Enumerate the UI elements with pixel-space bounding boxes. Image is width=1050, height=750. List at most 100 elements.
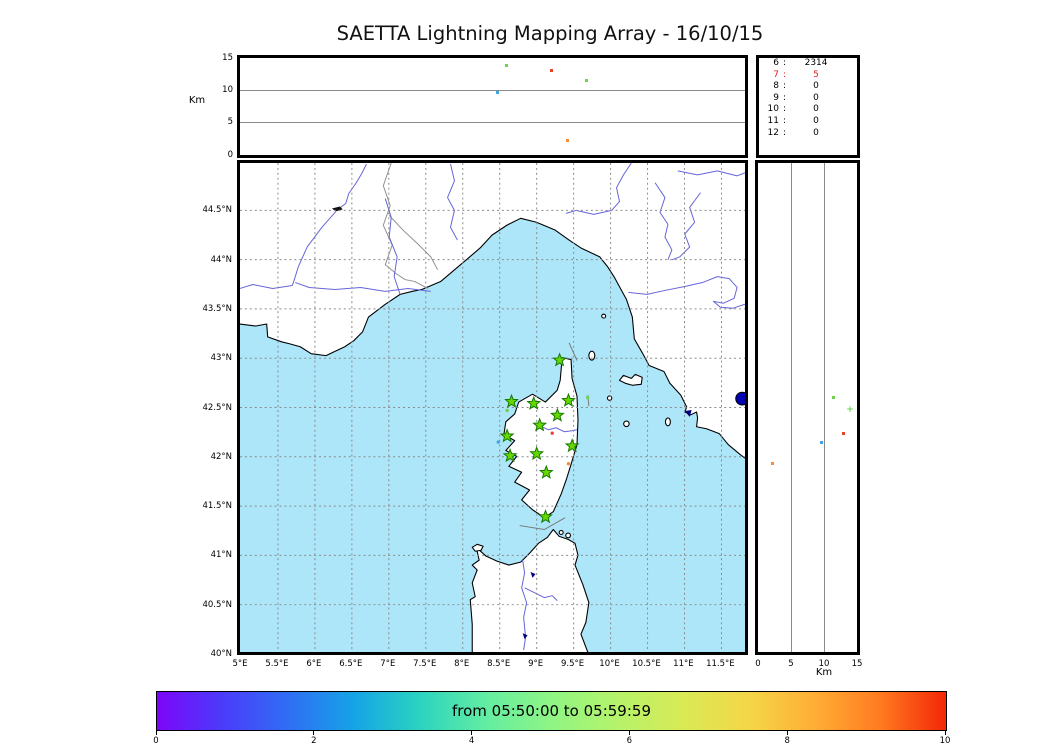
count-value: 0 [813,115,819,126]
capraia-island [588,350,596,361]
count-row: 12: 0 [759,128,857,140]
station-star-marker [499,428,515,443]
latitude-tick-label: 43.5°N [202,303,232,314]
pianosa-island [606,395,613,401]
count-value: 0 [813,127,819,138]
latitude-tick-label: 42°N [210,451,232,462]
colorbar-tick-label: 0 [153,736,159,746]
colorbar-tick-label: 4 [468,736,475,746]
colorbar-tick-label: 8 [784,736,790,746]
km-label-right-axis: Km [815,667,833,678]
page-title: SAETTA Lightning Mapping Array - 16/10/1… [336,22,764,45]
count-level: 10 [767,104,779,115]
count-separator: : [783,58,787,68]
count-row: 6: 2314 [759,58,857,70]
longitude-tick-label: 9.5°E [560,659,585,669]
longitude-tick-label: 9°E [528,659,544,669]
source-point-lon-alt [585,79,589,83]
count-level: 9 [773,92,779,103]
grid-layer [240,163,745,652]
station-star-marker [504,393,519,408]
time-range-label: from 05:50:00 to 05:59:59 [451,702,651,720]
maddalena-island [558,529,564,535]
longitude-tick-label: 8°E [454,659,470,669]
station-star-marker [526,395,542,410]
count-row: 10: 0 [759,104,857,116]
count-row: 7: 5 [759,70,857,82]
source-point-alt-lat [819,440,823,444]
source-point-map [566,462,571,466]
latitude-tick-label: 41.5°N [202,501,232,512]
colorbar-tick-label: 6 [626,736,633,746]
longitude-tick-label: 6°E [306,659,322,669]
station-star-marker [538,509,553,524]
altitude-gridline-vertical [790,163,792,652]
source-point-map [496,440,500,444]
longitude-tick-label: 7°E [380,659,396,669]
latitude-tick-label: 44°N [210,254,232,265]
colorbar-tick-label: 10 [939,736,951,746]
colorbar-tick [786,731,788,735]
asinara-island [471,543,484,552]
source-point-lon-alt [549,69,553,73]
altitude-tick-label: 0 [227,149,233,160]
longitude-tick-label: 7.5°E [413,659,437,669]
right-panel-km-tick-label: 5 [788,659,794,669]
longitude-tick-label: 8.5°E [487,659,511,669]
mainland-coast [240,163,745,459]
count-value: 5 [813,69,819,80]
source-point-lon-alt [504,63,508,67]
maddalena-island-2 [565,532,572,539]
source-point-lon-alt [566,139,570,143]
longitude-tick-label: 10.5°E [632,659,661,669]
source-point-map [586,395,590,400]
station-star-marker [502,448,518,463]
source-point-alt-lat: + [846,405,854,416]
count-row: 9: 0 [759,93,857,105]
montecristo-island [623,420,630,428]
longitude-tick-label: 5°E [232,659,248,669]
count-separator: : [783,92,787,103]
colorbar-tick [628,731,630,735]
map-panel [237,160,748,655]
count-value: 0 [813,81,819,92]
latitude-tick-label: 43°N [210,353,232,364]
longitude-tick-label: 5.5°E [265,659,289,669]
count-level: 11 [767,115,779,126]
source-point-alt-lat [771,462,775,466]
colorbar-tick [471,731,473,735]
station-star-marker [538,464,554,479]
station-star-marker [529,446,545,461]
count-value: 0 [813,104,819,115]
count-separator: : [783,81,787,92]
large-site-marker [735,391,745,406]
map-canvas [240,163,745,652]
station-star-marker [564,438,580,453]
right-panel-km-tick-label: 10 [818,659,830,669]
land-layer [240,163,745,652]
count-value: 2314 [804,58,828,68]
giglio-island [664,417,671,427]
station-star-marker [561,392,576,407]
count-level: 7 [773,69,779,80]
altitude-latitude-panel: + [755,160,860,655]
colorbar-tick-label: 2 [311,736,317,746]
count-level: 8 [773,81,779,92]
source-point-map [505,408,509,413]
count-separator: : [783,69,787,80]
latitude-tick-label: 42.5°N [202,402,232,413]
count-value: 0 [813,92,819,103]
corsica-island [503,357,579,519]
elba-island [618,373,643,386]
altitude-longitude-panel [237,55,748,158]
time-colorbar: from 05:50:00 to 05:59:59 [156,691,947,731]
count-separator: : [783,115,787,126]
latitude-tick-label: 40°N [210,649,232,660]
altitude-gridline [240,89,745,91]
station-star-marker [532,417,548,432]
latitude-tick-label: 44.5°N [202,205,232,216]
source-point-alt-lat [832,396,836,400]
right-panel-km-tick-label: 0 [755,659,761,669]
latitude-tick-label: 40.5°N [202,599,232,610]
km-label-top-axis: Km [188,95,206,106]
